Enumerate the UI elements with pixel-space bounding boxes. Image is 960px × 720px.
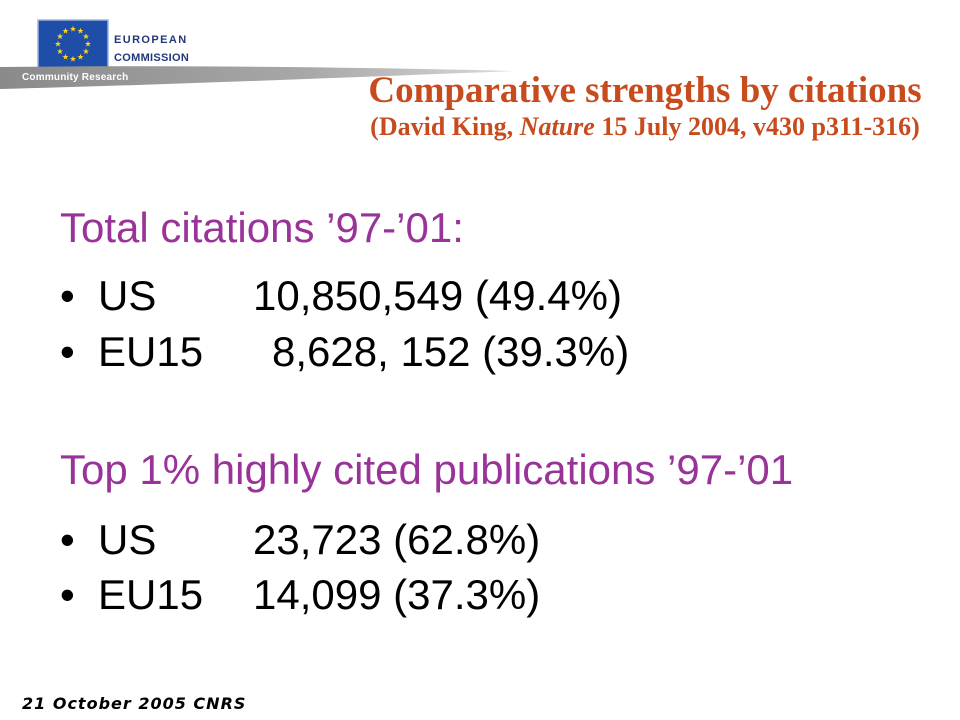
bullet-icon (60, 328, 75, 376)
flag-star (84, 40, 92, 47)
item-label: US (98, 272, 157, 319)
flag-star (62, 27, 69, 34)
item-value: 10,850,549 (49.4%) (253, 272, 622, 319)
flag-star (56, 48, 64, 55)
slide-title: Comparative strengths by citations (368, 70, 922, 111)
flag-star (56, 33, 64, 40)
subtitle-journal: Nature (519, 112, 595, 141)
footer-date: 21 October 2005 CNRS (22, 694, 247, 713)
flag-star (62, 53, 69, 60)
bullet-icon (60, 571, 75, 619)
item-label: EU15 (98, 328, 204, 375)
flag-star (69, 25, 77, 32)
item-value: 8,628, 152 (39.3%) (272, 328, 630, 375)
item-value: 23,723 (62.8%) (253, 516, 541, 563)
logo-org-line1: EUROPEAN (114, 34, 188, 46)
list-item: US 10,850,549 (49.4%) (0, 272, 960, 320)
logo-tagline: Community Research (22, 72, 129, 83)
item-label: EU15 (98, 571, 204, 618)
flag-star (77, 53, 84, 60)
section-heading: Total citations ’97-’01: (60, 204, 464, 251)
flag-star (77, 27, 84, 34)
logo-org-line2: COMMISSION (114, 52, 190, 64)
bullet-icon (60, 516, 75, 564)
list-item: US 23,723 (62.8%) (0, 516, 960, 564)
flag-star (82, 33, 90, 40)
list-item: EU15 14,099 (37.3%) (0, 571, 960, 619)
slide-subtitle: (David King, Nature 15 July 2004, v430 p… (360, 112, 930, 142)
flag-star (54, 40, 62, 47)
subtitle-suffix: 15 July 2004, v430 p311-316) (594, 112, 920, 141)
flag-star (69, 55, 77, 62)
item-value: 14,099 (37.3%) (253, 571, 541, 618)
flag-star (82, 48, 90, 55)
swoosh-band (0, 66, 515, 89)
list-item: EU15 8,628, 152 (39.3%) (0, 328, 960, 376)
subtitle-prefix: (David King, (370, 112, 520, 141)
eu-flag-icon (37, 19, 109, 69)
bullet-icon (60, 272, 75, 320)
item-label: US (98, 516, 157, 563)
section-heading: Top 1% highly cited publications ’97-’01 (60, 446, 794, 493)
